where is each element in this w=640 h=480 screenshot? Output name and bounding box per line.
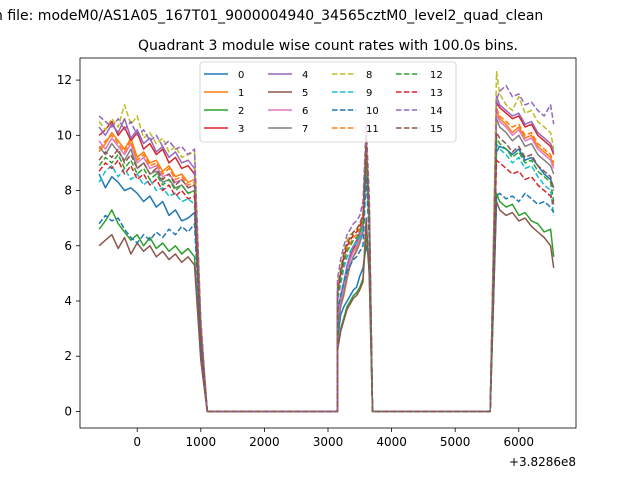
series-line-14 xyxy=(98,84,555,413)
x-offset-label: +3.8286e8 xyxy=(509,455,576,469)
series-line-11 xyxy=(98,106,555,413)
legend-label-3: 3 xyxy=(238,124,244,135)
legend-label-6: 6 xyxy=(302,106,308,117)
x-tick-label: 5000 xyxy=(440,435,471,449)
series-line-6 xyxy=(98,112,555,413)
y-tick-label: 12 xyxy=(57,73,72,87)
legend-label-0: 0 xyxy=(238,70,244,81)
x-tick-label: 2000 xyxy=(249,435,280,449)
legend-label-12: 12 xyxy=(430,70,443,81)
chart-title: Quadrant 3 module wise count rates with … xyxy=(138,38,518,54)
figure-suptitle: n file: modeM0/AS1A05_167T01_9000004940_… xyxy=(0,8,543,24)
series-line-2 xyxy=(98,192,555,413)
legend-label-4: 4 xyxy=(302,70,308,81)
legend-label-13: 13 xyxy=(430,88,443,99)
y-tick-label: 0 xyxy=(64,404,72,418)
series-line-13 xyxy=(98,142,555,413)
x-tick-label: 0 xyxy=(133,435,141,449)
legend-label-7: 7 xyxy=(302,124,308,135)
x-tick-label: 6000 xyxy=(503,435,534,449)
y-tick-label: 10 xyxy=(57,128,72,142)
series-line-10 xyxy=(98,175,555,413)
plot-lines xyxy=(98,71,555,413)
series-line-8 xyxy=(98,71,555,413)
legend-label-1: 1 xyxy=(238,88,244,99)
series-line-0 xyxy=(98,145,555,413)
y-tick-label: 2 xyxy=(64,349,72,363)
legend-label-11: 11 xyxy=(366,124,379,135)
y-tick-label: 6 xyxy=(64,239,72,253)
y-tick-label: 4 xyxy=(64,294,72,308)
plot-frame xyxy=(79,57,577,429)
legend-label-15: 15 xyxy=(430,124,443,135)
legend-label-8: 8 xyxy=(366,70,372,81)
legend-label-5: 5 xyxy=(302,88,308,99)
y-axis-ticks: 0 2 4 6 8 10 12 xyxy=(57,73,80,418)
series-line-9 xyxy=(98,142,555,413)
x-tick-label: 1000 xyxy=(186,435,217,449)
legend-label-9: 9 xyxy=(366,88,372,99)
x-axis-ticks: 0 1000 2000 3000 4000 5000 6000 xyxy=(133,428,534,449)
legend-box xyxy=(199,61,457,143)
series-line-5 xyxy=(98,200,555,413)
legend-label-2: 2 xyxy=(238,106,244,117)
x-tick-label: 4000 xyxy=(376,435,407,449)
y-tick-label: 8 xyxy=(64,184,72,198)
legend-label-10: 10 xyxy=(366,106,379,117)
series-line-15 xyxy=(98,131,555,413)
x-tick-label: 3000 xyxy=(313,435,344,449)
series-line-12 xyxy=(98,137,555,413)
legend-label-14: 14 xyxy=(430,106,443,117)
series-line-4 xyxy=(98,95,555,413)
